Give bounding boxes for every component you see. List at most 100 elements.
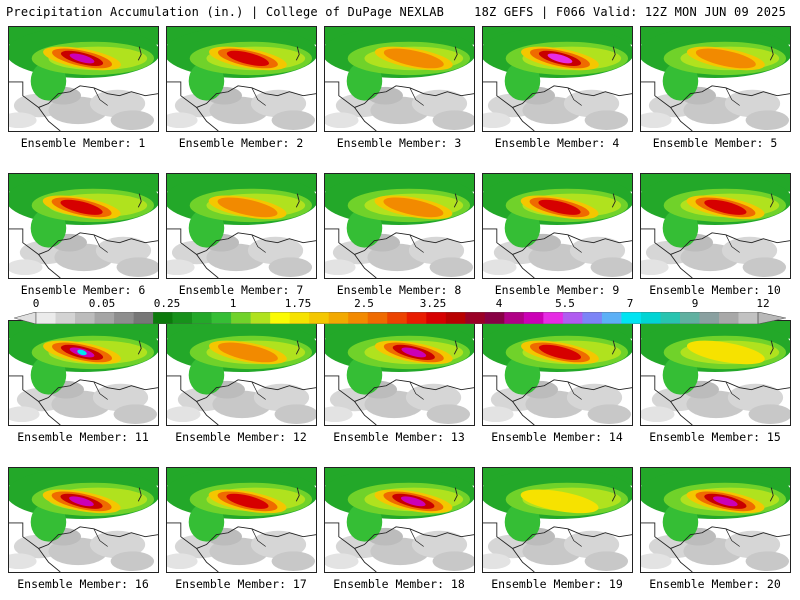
precip-map <box>9 174 158 278</box>
precip-map <box>483 321 632 425</box>
colorbar-swatch <box>621 312 642 324</box>
colorbar-tick-label: 1.75 <box>284 297 312 310</box>
colorbar-swatch <box>426 312 447 324</box>
precip-map <box>325 174 474 278</box>
member-map-panel <box>482 26 633 132</box>
member-map-panel <box>166 320 317 426</box>
colorbar <box>12 309 787 328</box>
colorbar-tick-label: 1 <box>229 297 237 310</box>
member-label: Ensemble Member: 16 <box>17 577 149 591</box>
colorbar-swatch <box>348 312 369 324</box>
map-title: Precipitation Accumulation (in.) | Colle… <box>6 5 445 19</box>
precip-map <box>9 468 158 572</box>
colorbar-swatch <box>640 312 661 324</box>
member-label: Ensemble Member: 15 <box>649 430 781 444</box>
colorbar-swatch <box>309 312 330 324</box>
member-label: Ensemble Member: 9 <box>494 283 620 297</box>
colorbar-swatch <box>601 312 622 324</box>
colorbar-swatch <box>153 312 173 324</box>
member-label: Ensemble Member: 5 <box>652 136 778 150</box>
member-map-panel <box>640 26 791 132</box>
member-map-panel <box>166 173 317 279</box>
precip-map <box>483 174 632 278</box>
member-label: Ensemble Member: 6 <box>20 283 146 297</box>
precip-map <box>325 321 474 425</box>
colorbar-swatch <box>36 312 56 324</box>
colorbar-swatch <box>387 312 408 324</box>
colorbar-swatch <box>504 312 525 324</box>
colorbar-swatch <box>114 312 134 324</box>
colorbar-swatch <box>55 312 76 324</box>
member-label: Ensemble Member: 3 <box>336 136 462 150</box>
colorbar-swatch <box>523 312 544 324</box>
member-map-panel <box>324 173 475 279</box>
colorbar-swatch <box>718 312 739 324</box>
member-map-panel <box>8 467 159 573</box>
colorbar-tick-label: 0 <box>32 297 40 310</box>
colorbar-swatch <box>328 312 349 324</box>
colorbar-tick-label: 7 <box>626 297 634 310</box>
colorbar-swatch <box>367 312 388 324</box>
colorbar-swatch <box>192 312 212 324</box>
precip-map <box>9 27 158 131</box>
member-label: Ensemble Member: 18 <box>333 577 465 591</box>
member-map-panel <box>166 467 317 573</box>
colorbar-swatch <box>172 312 193 324</box>
member-map-panel <box>482 173 633 279</box>
colorbar-swatch <box>699 312 720 324</box>
member-label: Ensemble Member: 20 <box>649 577 781 591</box>
colorbar-tick-label: 4 <box>495 297 503 310</box>
colorbar-tick-label: 2.5 <box>354 297 374 310</box>
member-map-panel <box>640 320 791 426</box>
precip-map <box>325 468 474 572</box>
precip-map <box>325 27 474 131</box>
member-label: Ensemble Member: 1 <box>20 136 146 150</box>
colorbar-swatch <box>738 312 759 324</box>
member-label: Ensemble Member: 7 <box>178 283 304 297</box>
member-map-panel <box>8 173 159 279</box>
member-map-panel <box>324 26 475 132</box>
precip-map <box>167 321 316 425</box>
colorbar-swatch <box>465 312 486 324</box>
member-map-panel <box>324 320 475 426</box>
colorbar-swatch <box>445 312 466 324</box>
member-label: Ensemble Member: 11 <box>17 430 149 444</box>
colorbar-swatch <box>211 312 232 324</box>
colorbar-tick-label: 0.05 <box>88 297 116 310</box>
member-map-panel <box>640 173 791 279</box>
precip-map <box>641 174 790 278</box>
colorbar-tick-label: 12 <box>756 297 770 310</box>
precip-map <box>483 468 632 572</box>
colorbar-swatch <box>231 312 251 324</box>
colorbar-swatch <box>289 312 310 324</box>
colorbar-swatch <box>582 312 603 324</box>
colorbar-swatch <box>133 312 154 324</box>
precip-map <box>483 27 632 131</box>
member-label: Ensemble Member: 10 <box>649 283 781 297</box>
model-run-info: 18Z GEFS | F066 Valid: 12Z MON JUN 09 20… <box>474 5 786 19</box>
precip-map <box>167 468 316 572</box>
colorbar-tick-label: 5.5 <box>555 297 575 310</box>
colorbar-swatch <box>250 312 271 324</box>
precip-map <box>167 174 316 278</box>
colorbar-swatch <box>270 312 290 324</box>
colorbar-labels: 0 0.05 0.25 1 1.75 2.5 3.25 4 5.5 7 9 12 <box>0 297 800 310</box>
member-label: Ensemble Member: 4 <box>494 136 620 150</box>
member-map-panel <box>482 467 633 573</box>
member-label: Ensemble Member: 13 <box>333 430 465 444</box>
colorbar-swatch <box>406 312 427 324</box>
colorbar-tick-label: 9 <box>691 297 699 310</box>
colorbar-swatch <box>75 312 95 324</box>
member-map-panel <box>8 320 159 426</box>
colorbar-swatch <box>679 312 700 324</box>
precip-map <box>9 321 158 425</box>
colorbar-swatch <box>543 312 564 324</box>
member-label: Ensemble Member: 14 <box>491 430 623 444</box>
colorbar-tick-label: 0.25 <box>153 297 181 310</box>
member-label: Ensemble Member: 12 <box>175 430 307 444</box>
member-label: Ensemble Member: 19 <box>491 577 623 591</box>
colorbar-swatch <box>660 312 681 324</box>
precip-map <box>641 321 790 425</box>
colorbar-swatch <box>562 312 583 324</box>
colorbar-tick-label: 3.25 <box>419 297 447 310</box>
